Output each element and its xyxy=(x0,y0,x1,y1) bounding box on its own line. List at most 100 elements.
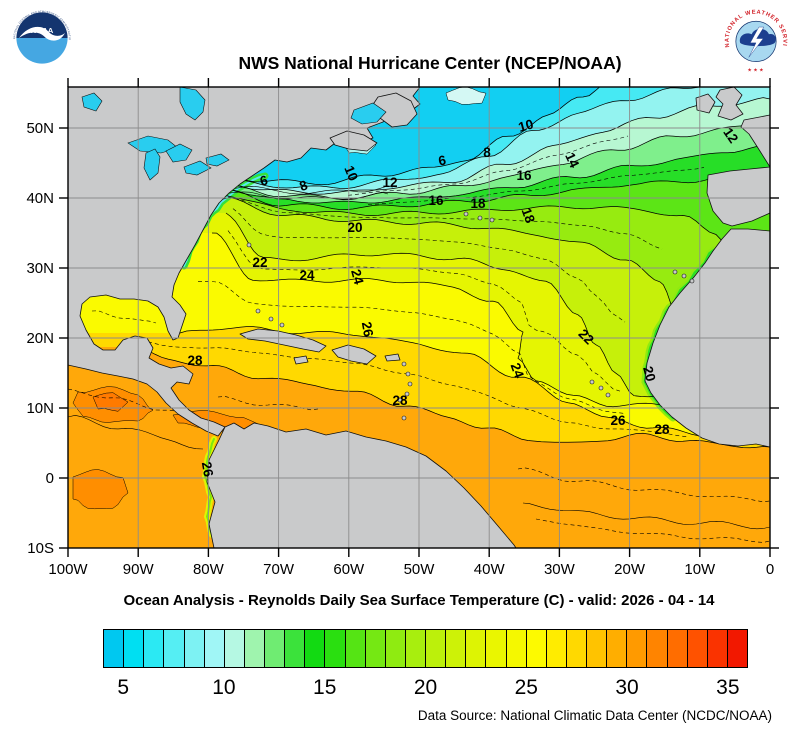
y-tick-label: 30N xyxy=(26,260,54,277)
contour-label: 24 xyxy=(299,268,315,283)
x-tick-label: 0 xyxy=(766,561,774,578)
contour-label: 28 xyxy=(187,353,203,368)
colorbar-cell xyxy=(485,630,506,667)
sst-pocket xyxy=(343,135,377,155)
sst-pocket xyxy=(92,392,129,412)
noaa-seal-graphic: NATIONAL OCEANIC AND ATMOSPHERIC ADMINIS… xyxy=(9,3,74,70)
colorbar-cell xyxy=(726,630,747,667)
x-tick-label: 70W xyxy=(263,561,295,578)
island-speck xyxy=(279,322,285,328)
sst-band-below-20 xyxy=(68,87,770,391)
nws-stars: ★ ★ ★ xyxy=(747,68,764,74)
island-speck xyxy=(401,415,407,421)
colorbar-cell xyxy=(364,630,385,667)
land-africa xyxy=(644,228,770,448)
colorbar-tick-label: 15 xyxy=(313,676,337,699)
contour-label: 8 xyxy=(483,145,491,160)
colorbar-cell xyxy=(143,630,164,667)
landmasses xyxy=(68,87,770,548)
colorbar-cell xyxy=(666,630,687,667)
land-north_central_america xyxy=(68,87,421,437)
nws-logo-graphic: NATIONAL WEATHER SERVICE ★ ★ ★ xyxy=(717,0,792,76)
colorbar-cell xyxy=(586,630,607,667)
map-caption: Ocean Analysis - Reynolds Daily Sea Surf… xyxy=(123,592,715,609)
contour-label: 16 xyxy=(428,193,444,208)
colorbar-cell xyxy=(606,630,627,667)
land-jamaica xyxy=(293,355,309,365)
nws-logo: NATIONAL WEATHER SERVICE ★ ★ ★ xyxy=(717,0,792,76)
lake-ontario xyxy=(205,153,230,167)
colorbar xyxy=(103,629,748,668)
contour-labels: 6 8 10 12 6 8 10 14 16 12 16 18 18 20 22 24 24 26 22 24 20 28… xyxy=(187,116,741,478)
contour-label: 18 xyxy=(519,206,538,226)
land-france xyxy=(740,114,770,168)
y-tick-label: 10N xyxy=(26,400,54,417)
island-speck xyxy=(397,397,403,403)
land-south_america xyxy=(206,422,517,548)
sst-band-below-14 xyxy=(68,87,770,203)
colorbar-cell xyxy=(445,630,466,667)
sst-band-below-12 xyxy=(68,87,770,200)
colorbar-cell xyxy=(183,630,204,667)
colorbar-cell xyxy=(243,630,264,667)
sst-band-below-28 xyxy=(68,87,770,448)
colorbar-cell xyxy=(344,630,365,667)
coastal-strip-core xyxy=(183,175,266,267)
y-tick-label: 0 xyxy=(46,470,54,487)
sst-band-below-18 xyxy=(68,87,770,247)
x-tick-label: 90W xyxy=(123,561,155,578)
colorbar-cell xyxy=(404,630,425,667)
x-tick-label: 100W xyxy=(48,561,88,578)
contour-label: 28 xyxy=(654,422,670,437)
colorbar-cell xyxy=(123,630,144,667)
sst-pocket xyxy=(72,386,154,423)
colorbar-cell xyxy=(686,630,707,667)
contour-label: 20 xyxy=(640,365,658,383)
lake-huron xyxy=(165,143,193,163)
contour-label: 10 xyxy=(341,164,361,184)
colorbar-cell xyxy=(425,630,446,667)
island-speck xyxy=(681,273,687,279)
colorbar-tick-label: 5 xyxy=(117,676,129,699)
contour-label: 20 xyxy=(347,220,362,235)
map-frame xyxy=(67,86,771,549)
land-ireland xyxy=(695,93,716,114)
ocean-field xyxy=(68,87,770,548)
contour-label: 26 xyxy=(359,321,376,339)
data-source-note: Data Source: National Climatic Data Cent… xyxy=(417,708,772,723)
axis-labels: 100W 90W 80W 70W 60W 50W 40W 30W 20W 10W 0 50N 40N 30… xyxy=(26,120,774,578)
colorbar-cell xyxy=(646,630,667,667)
noaa-wordmark: NOAA xyxy=(31,26,54,35)
contour-label: 8 xyxy=(297,177,310,194)
x-tick-label: 60W xyxy=(333,561,365,578)
colorbar-cell xyxy=(384,630,405,667)
contour-label: 28 xyxy=(392,393,408,408)
lake-gulf_st_lawrence xyxy=(350,102,387,125)
land-cuba xyxy=(239,328,327,353)
x-tick-label: 10W xyxy=(684,561,716,578)
colorbar-cell xyxy=(163,630,184,667)
island-speck xyxy=(477,215,483,221)
page-title: NWS National Hurricane Center (NCEP/NOAA… xyxy=(238,53,622,73)
coastal-strip xyxy=(641,246,718,422)
contour-label: 6 xyxy=(258,172,270,189)
island-speck xyxy=(589,379,595,385)
noaa-logo: NATIONAL OCEANIC AND ATMOSPHERIC ADMINIS… xyxy=(9,3,74,70)
contour-label: 22 xyxy=(576,326,597,347)
nws-cloud-icon xyxy=(739,28,776,47)
x-tick-label: 50W xyxy=(404,561,436,578)
x-tick-label: 80W xyxy=(193,561,225,578)
colorbar-cell xyxy=(465,630,486,667)
dashed-contours xyxy=(68,135,770,543)
x-tick-label: 20W xyxy=(614,561,646,578)
colorbar-tick-label: 20 xyxy=(413,676,438,699)
colorbar-cell xyxy=(324,630,345,667)
sst-pocket xyxy=(172,410,259,433)
island-speck xyxy=(405,371,411,377)
colorbar-cell xyxy=(626,630,647,667)
sst-band-below-8 xyxy=(68,87,699,189)
lake-lake_winnipeg xyxy=(81,92,103,112)
contour-label: 6 xyxy=(437,152,447,168)
island-speck xyxy=(605,392,611,398)
